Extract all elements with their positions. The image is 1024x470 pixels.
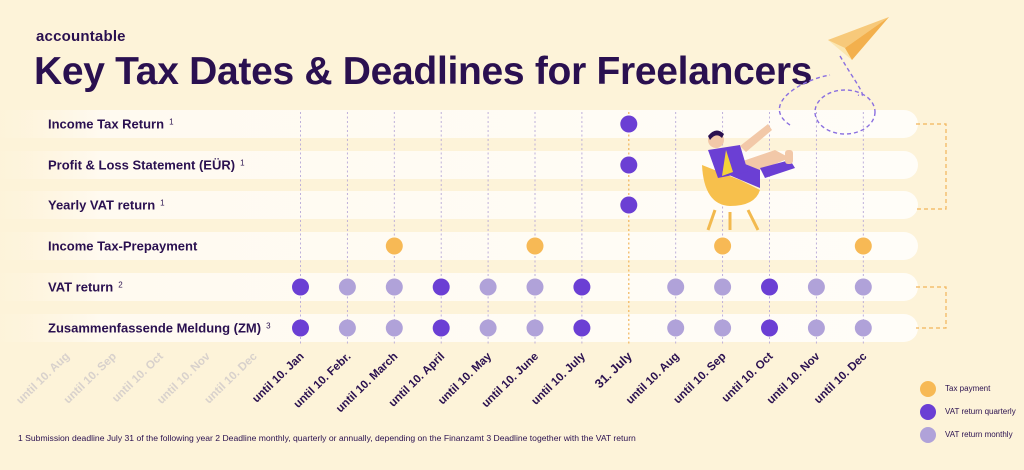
deadline-dot-vat-quarterly	[761, 278, 778, 296]
row-label: Zusammenfassende Meldung (ZM) 3	[48, 321, 271, 336]
deadline-dot-vat-monthly	[526, 319, 544, 337]
legend-swatch	[920, 380, 936, 397]
freelancer-illustration	[702, 124, 795, 231]
deadline-dot-vat-quarterly	[432, 319, 450, 337]
legend: Tax payment VAT return quarterly VAT retur…	[920, 377, 1016, 446]
deadline-dot-vat-quarterly	[573, 319, 591, 337]
legend-item: VAT return monthly	[920, 423, 1016, 446]
row-bar	[0, 110, 918, 138]
deadline-dot-vat-quarterly	[292, 278, 309, 296]
footnote: 1 Submission deadline July 31 of the fol…	[18, 433, 636, 443]
legend-label: VAT return monthly	[945, 430, 1013, 439]
deadline-dot-vat-quarterly	[620, 156, 638, 174]
deadline-dot-vat-quarterly	[432, 278, 450, 296]
deadline-dot-vat-monthly	[385, 319, 403, 337]
deadline-dot-vat-monthly	[807, 278, 825, 296]
deadline-dot-tax-payment	[854, 237, 872, 255]
deadline-dot-vat-monthly	[338, 278, 356, 296]
deadline-dot-vat-monthly	[479, 278, 497, 296]
row-label: Income Tax Return 1	[48, 117, 174, 132]
brand-logo: accountable	[36, 28, 126, 45]
deadline-dot-tax-payment	[526, 237, 544, 255]
page-title: Key Tax Dates & Deadlines for Freelancer…	[34, 50, 813, 93]
deadline-dot-vat-monthly	[385, 278, 403, 296]
deadline-dot-vat-monthly	[714, 319, 732, 337]
row-label: Income Tax-Prepayment	[48, 239, 198, 254]
deadline-dot-vat-quarterly	[761, 319, 778, 337]
row-label: Yearly VAT return 1	[48, 198, 165, 213]
deadline-dot-tax-payment	[714, 237, 732, 255]
row-bar	[0, 314, 918, 342]
row-bar	[0, 151, 918, 179]
deadline-dot-vat-monthly	[854, 319, 872, 337]
row-bar	[0, 191, 918, 219]
deadline-dot-vat-monthly	[667, 278, 685, 296]
legend-label: VAT return quarterly	[945, 407, 1016, 416]
legend-swatch	[920, 403, 936, 420]
row-bar	[0, 273, 918, 301]
paper-plane-icon	[778, 17, 889, 135]
row-bar	[0, 232, 918, 260]
legend-item: VAT return quarterly	[920, 400, 1016, 423]
deadline-dot-vat-monthly	[479, 319, 497, 337]
row-label: VAT return 2	[48, 280, 123, 295]
deadline-dot-tax-payment	[385, 237, 403, 255]
legend-item: Tax payment	[920, 377, 1016, 400]
legend-label: Tax payment	[945, 384, 991, 393]
deadline-dot-vat-monthly	[338, 319, 356, 337]
deadline-dot-vat-monthly	[667, 319, 685, 337]
group-brackets	[916, 123, 947, 329]
deadline-dot-vat-quarterly	[292, 319, 309, 337]
deadline-dot-vat-monthly	[807, 319, 825, 337]
deadline-dot-vat-quarterly	[620, 115, 638, 133]
deadline-dot-vat-quarterly	[573, 278, 591, 296]
deadline-dot-vat-monthly	[526, 278, 544, 296]
deadline-dot-vat-monthly	[854, 278, 872, 296]
legend-swatch	[920, 426, 936, 443]
row-label: Profit & Loss Statement (EÜR) 1	[48, 158, 245, 173]
deadline-dot-vat-quarterly	[620, 196, 638, 214]
month-label: 31. July	[592, 349, 635, 391]
deadline-dot-vat-monthly	[714, 278, 732, 296]
